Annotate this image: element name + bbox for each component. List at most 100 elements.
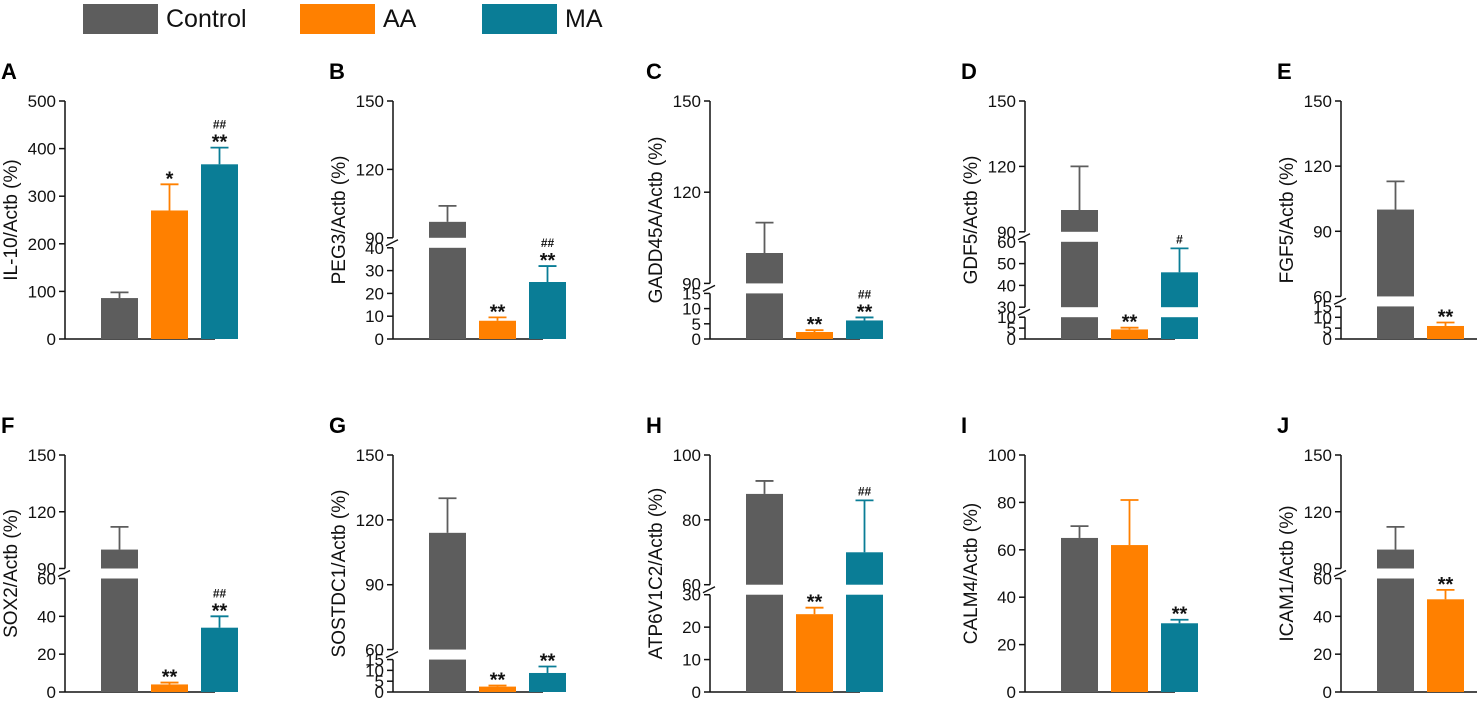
y-tick-label: 150: [356, 92, 384, 111]
y-axis-label: SOX2/Actb (%): [1, 509, 22, 638]
significance-star: **: [807, 592, 823, 614]
axis-break-mark: [1333, 297, 1347, 306]
panel-letter: B: [329, 59, 345, 84]
panel-letter: D: [961, 59, 977, 84]
y-tick-label: 15: [682, 284, 701, 303]
y-tick-label: 0: [47, 683, 56, 701]
y-tick-label: 500: [28, 92, 56, 111]
axis-break-mark: [1333, 569, 1347, 578]
y-tick-label: 0: [692, 683, 701, 701]
y-tick-label: 30: [682, 586, 701, 605]
y-axis-label: IL-10/Actb (%): [1, 159, 22, 280]
y-tick-label: 10: [365, 307, 384, 326]
axis-break-mark: [57, 569, 71, 578]
bar-break-gap: [1060, 307, 1099, 318]
significance-star: **: [1438, 574, 1454, 596]
bar-break-gap: [1060, 231, 1099, 242]
y-tick-label: 120: [356, 160, 384, 179]
axis-break-mark: [385, 239, 399, 247]
y-axis-label: FGF5/Actb (%): [1277, 157, 1298, 284]
bar-aa: [1427, 599, 1464, 692]
y-tick-label: 400: [28, 140, 56, 159]
y-tick-label: 150: [673, 92, 701, 111]
bar-ma: [846, 320, 883, 339]
bar-control: [1061, 210, 1098, 339]
bar-aa: [151, 684, 188, 692]
y-tick-label: 100: [988, 446, 1016, 465]
y-axis-label: GDF5/Actb (%): [961, 156, 982, 285]
bar-control: [429, 532, 466, 692]
significance-star: **: [490, 301, 506, 323]
y-tick-label: 60: [37, 570, 56, 589]
legend-label-control: Control: [166, 5, 247, 33]
y-tick-label: 150: [28, 446, 56, 465]
y-tick-label: 60: [682, 576, 701, 595]
y-tick-label: 90: [365, 576, 384, 595]
bar-aa: [796, 614, 833, 692]
legend-label-ma: MA: [565, 5, 603, 33]
y-tick-label: 20: [682, 618, 701, 637]
bar-ma: [1161, 623, 1198, 692]
y-tick-label: 150: [988, 92, 1016, 111]
y-tick-label: 90: [1313, 222, 1332, 241]
significance-hash: ##: [541, 236, 555, 250]
panel-letter: F: [1, 413, 14, 438]
y-tick-label: 20: [997, 636, 1016, 655]
y-tick-label: 20: [365, 284, 384, 303]
y-tick-label: 10: [997, 308, 1016, 327]
y-tick-label: 5: [1007, 319, 1016, 338]
panel-letter: A: [1, 59, 17, 84]
bar-break-gap: [845, 584, 884, 595]
y-tick-label: 30: [365, 262, 384, 281]
bar-ma: [846, 552, 883, 692]
significance-hash: ##: [213, 586, 227, 600]
y-tick-label: 0: [692, 330, 701, 349]
y-tick-label: 90: [997, 223, 1016, 242]
y-tick-label: 0: [1323, 683, 1332, 701]
significance-star: **: [490, 670, 506, 692]
significance-hash: ##: [213, 118, 227, 132]
significance-star: **: [540, 650, 556, 672]
y-tick-label: 60: [1313, 287, 1332, 306]
y-tick-label: 10: [682, 300, 701, 319]
axis-break-mark: [702, 586, 716, 594]
legend: Control AA MA: [0, 0, 700, 40]
bar-ma: [1161, 272, 1198, 339]
y-tick-label: 20: [1313, 645, 1332, 664]
axis-break-mark: [1017, 233, 1031, 241]
bar-break-gap: [428, 649, 467, 660]
bar-ma: [529, 672, 566, 692]
y-axis-label: ATP6V1C2/Actb (%): [646, 488, 667, 660]
bar-break-gap: [1160, 307, 1199, 318]
y-tick-label: 90: [682, 274, 701, 293]
y-tick-label: 120: [28, 503, 56, 522]
y-tick-label: 60: [1313, 570, 1332, 589]
y-tick-label: 0: [375, 330, 384, 349]
y-tick-label: 40: [997, 588, 1016, 607]
y-tick-label: 80: [682, 511, 701, 530]
y-tick-label: 0: [375, 683, 384, 701]
y-tick-label: 120: [356, 511, 384, 530]
panel-letter: C: [646, 59, 662, 84]
significance-star: **: [807, 314, 823, 336]
legend-label-aa: AA: [383, 5, 417, 33]
bar-break-gap: [745, 584, 784, 595]
significance-star: **: [540, 250, 556, 272]
bar-control: [1377, 209, 1414, 339]
y-tick-label: 0: [1323, 330, 1332, 349]
y-axis-label: SOSTDC1/Actb (%): [329, 490, 350, 658]
axis-break-mark: [385, 650, 399, 659]
y-tick-label: 60: [997, 541, 1016, 560]
y-tick-label: 150: [1304, 446, 1332, 465]
significance-star: **: [857, 301, 873, 323]
y-tick-label: 80: [997, 493, 1016, 512]
bar-aa: [151, 210, 188, 339]
significance-star: **: [1172, 604, 1188, 626]
y-tick-label: 60: [997, 233, 1016, 252]
panel-letter: I: [961, 413, 967, 438]
